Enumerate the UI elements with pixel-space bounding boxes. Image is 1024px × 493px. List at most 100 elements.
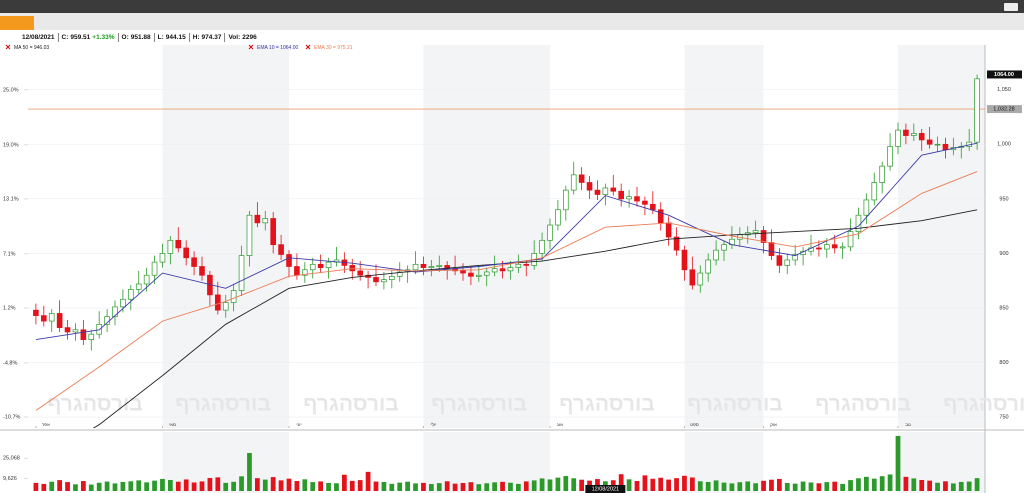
candle-body <box>792 254 798 261</box>
candle-body <box>831 244 838 249</box>
y2-tick-label: 25.0% <box>3 87 19 93</box>
candle-body <box>254 214 261 224</box>
candle-body <box>483 271 490 276</box>
volume-bar <box>167 479 173 491</box>
volume-bar <box>666 479 672 491</box>
volume-bar <box>444 481 450 491</box>
candle-body <box>895 129 901 147</box>
volume-bar <box>729 483 735 491</box>
legend-entry: EMA 10 = 1064.00 <box>257 45 299 51</box>
volume-bar <box>958 481 964 491</box>
candle-body <box>270 218 276 246</box>
candle-body <box>918 133 925 141</box>
x-tick-label: נוב <box>905 422 911 427</box>
indicator-line <box>92 209 978 428</box>
volume-bar <box>840 483 846 491</box>
volume-bar <box>871 478 877 491</box>
volume-bar <box>863 476 869 491</box>
lbl: Vol: <box>228 34 241 41</box>
watermark: בורסהגרף <box>47 393 143 416</box>
last-price-label: 1064.00 <box>994 72 1014 78</box>
y2-tick-label: 19.0% <box>3 142 19 148</box>
volume-bar <box>927 480 933 491</box>
volume-bar <box>373 481 379 491</box>
candle-body <box>167 239 174 254</box>
candle-body <box>776 255 783 266</box>
volume-bar <box>642 475 648 491</box>
volume-bar <box>705 481 711 491</box>
y-tick-label: 1,000 <box>997 142 1011 148</box>
volume-tick-label: 25,068 <box>3 456 20 462</box>
candle-body <box>41 315 47 322</box>
candle-body <box>199 266 205 276</box>
volume-bar <box>104 481 110 491</box>
candle-body <box>135 283 142 290</box>
tab[interactable] <box>0 16 34 30</box>
window-button[interactable] <box>1004 3 1018 11</box>
candle-body <box>286 254 292 267</box>
x-tick-label: אוג <box>557 422 563 427</box>
volume-bar <box>215 477 221 491</box>
volume-bar <box>381 481 387 491</box>
candle-body <box>650 203 656 211</box>
candle-body <box>816 247 822 250</box>
volume-bar <box>96 482 102 491</box>
volume-bar <box>397 482 403 491</box>
volume-bar <box>911 478 917 491</box>
y2-tick-label: 7.1% <box>3 251 16 257</box>
volume-bar <box>334 483 339 491</box>
candle-body <box>278 244 284 255</box>
volume-bar <box>966 481 972 491</box>
candle-body <box>128 289 134 300</box>
volume-bar <box>278 480 284 491</box>
y2-tick-label: -4.8% <box>3 360 17 366</box>
candle-body <box>72 329 79 333</box>
volume-bar <box>436 483 442 491</box>
candle-body <box>499 268 506 272</box>
volume-bar <box>452 483 458 491</box>
candle-body <box>491 268 498 273</box>
candle-body <box>721 244 727 251</box>
last-price-box <box>987 70 1022 79</box>
volume-bar <box>689 477 695 491</box>
val: 959.51 <box>70 34 91 41</box>
candle-body <box>523 263 530 266</box>
volume-bar <box>816 483 822 491</box>
it: C: 959.51 +1.33% <box>57 33 118 42</box>
volume-bar <box>476 484 482 491</box>
volume-bar <box>112 483 118 491</box>
watermark: בורסהגרף <box>943 393 1024 416</box>
candle-body <box>436 265 443 267</box>
crosshair-date: 12/08/2021 <box>592 486 620 492</box>
candle-body <box>784 259 791 266</box>
watermark: בורסהגרף <box>687 393 783 416</box>
volume-bar <box>318 481 324 491</box>
volume-bar <box>349 480 355 491</box>
month-band <box>162 432 289 493</box>
candle-body <box>610 187 617 192</box>
candle-body <box>56 313 63 328</box>
candle-body <box>578 174 585 183</box>
candle-body <box>48 313 55 322</box>
candle-body <box>420 263 427 268</box>
candle-body <box>238 255 245 291</box>
candle-body <box>222 302 229 311</box>
volume-bar <box>935 482 940 491</box>
candle-body <box>839 246 846 249</box>
volume-bar <box>776 478 782 491</box>
legend-entry: EMA 30 = 975.21 <box>314 45 353 51</box>
legend-icon[interactable] <box>305 44 311 50</box>
candle-body <box>33 309 39 316</box>
legend-icon[interactable] <box>248 44 254 50</box>
candle-body <box>381 279 387 283</box>
volume-bar <box>326 483 331 491</box>
watermark: בורסהגרף <box>559 393 655 416</box>
watermark: בורסהגרף <box>431 393 527 416</box>
val: 2296 <box>242 34 257 41</box>
volume-bar <box>824 482 830 491</box>
volume-bar <box>547 479 553 491</box>
val: 974.37 <box>201 34 222 41</box>
candle-body <box>151 261 158 276</box>
candle-body <box>594 189 601 195</box>
legend-icon[interactable] <box>5 44 11 50</box>
